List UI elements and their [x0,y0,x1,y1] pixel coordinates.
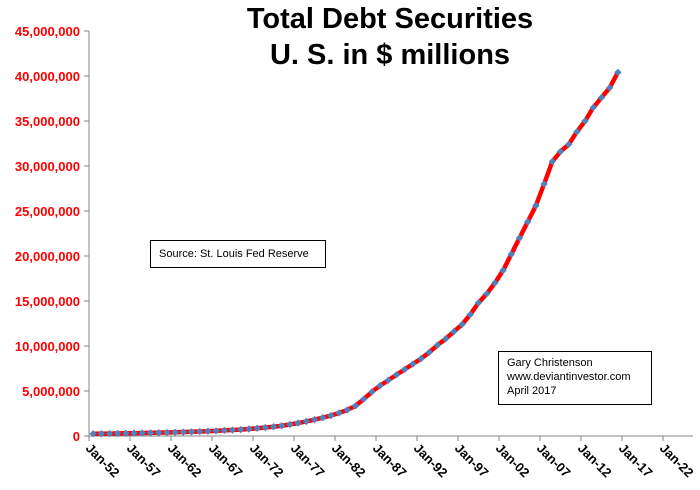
author-name: Gary Christenson [507,357,593,369]
data-point [220,426,228,435]
data-point [376,381,384,390]
data-point [187,428,196,436]
data-point [483,290,491,298]
data-point [433,341,442,349]
data-point [179,428,187,436]
x-tick-label: Jan-72 [247,441,287,481]
y-tick-label: 40,000,000 [15,69,80,84]
y-tick-label: 25,000,000 [15,204,80,219]
x-tick-label: Jan-02 [493,441,533,481]
y-tick-label: 35,000,000 [15,114,80,129]
data-point [237,425,245,434]
data-point [540,180,548,188]
y-tick-label: 15,000,000 [15,294,80,309]
data-point [163,428,171,437]
data-point [565,140,573,149]
data-point [556,147,565,156]
data-point [245,425,253,433]
data-point [474,299,483,307]
data-point [204,427,212,435]
data-point [351,402,360,410]
data-point [319,414,327,422]
y-tick-label: 45,000,000 [15,24,80,39]
data-point [269,423,278,431]
data-point [155,428,163,437]
chart-subtitle: U. S. in $ millions [269,39,511,71]
data-point [138,429,146,437]
data-point [606,84,614,92]
data-point [294,419,302,427]
data-point [261,423,269,432]
data-point [614,68,622,77]
data-point [105,429,114,438]
data-point [409,360,417,368]
data-point [343,406,351,414]
x-tick-label: Jan-92 [411,441,451,481]
data-point [278,422,286,430]
data-point [335,409,343,417]
data-point [253,424,261,432]
x-tick-label: Jan-97 [452,441,492,481]
x-tick-label: Jan-22 [657,441,697,481]
chart-title: Total Debt Securities [246,3,534,35]
y-tick-label: 0 [73,429,80,444]
author-website: www.deviantinvestor.com [507,371,631,383]
x-tick-label: Jan-07 [534,441,574,481]
data-point [114,429,122,438]
data-point [458,320,466,329]
data-point [327,411,335,420]
data-point [450,327,458,336]
source-note: Source: St. Louis Fed Reserve [150,240,326,268]
x-tick-label: Jan-17 [616,441,656,481]
data-point [368,388,376,396]
data-point [130,429,138,437]
data-point [196,427,204,436]
data-point [302,417,310,426]
author-note: Gary Christenson www.deviantinvestor.com… [498,351,652,405]
data-point [532,201,540,210]
x-tick-label: Jan-87 [370,441,410,481]
data-point [548,157,556,166]
x-tick-label: Jan-12 [575,441,615,481]
data-point [524,218,532,226]
source-text: Source: St. Louis Fed Reserve [159,248,309,260]
data-point [360,395,368,403]
data-point [425,348,433,356]
x-tick-label: Jan-62 [165,441,205,481]
data-point [171,428,179,436]
y-tick-label: 30,000,000 [15,159,80,174]
data-point [417,354,425,363]
data-point [442,335,450,343]
y-tick-label: 5,000,000 [22,384,80,399]
data-point [392,371,401,379]
data-point [384,376,392,384]
data-point [228,426,237,434]
author-date: April 2017 [507,385,557,397]
data-point [310,415,319,424]
data-point [499,266,507,275]
y-tick-label: 20,000,000 [15,249,80,264]
x-tick-label: Jan-77 [288,441,328,481]
x-tick-label: Jan-82 [329,441,369,481]
data-point [491,279,499,287]
x-tick-label: Jan-57 [124,441,164,481]
data-point [212,427,220,435]
data-point [515,234,524,242]
data-point [466,310,474,319]
x-tick-label: Jan-67 [206,441,246,481]
data-point [146,429,155,437]
y-tick-label: 10,000,000 [15,339,80,354]
data-point [89,430,97,438]
data-point [286,420,294,429]
data-point [573,128,581,136]
data-point [401,365,409,374]
x-tick-label: Jan-52 [83,441,123,481]
